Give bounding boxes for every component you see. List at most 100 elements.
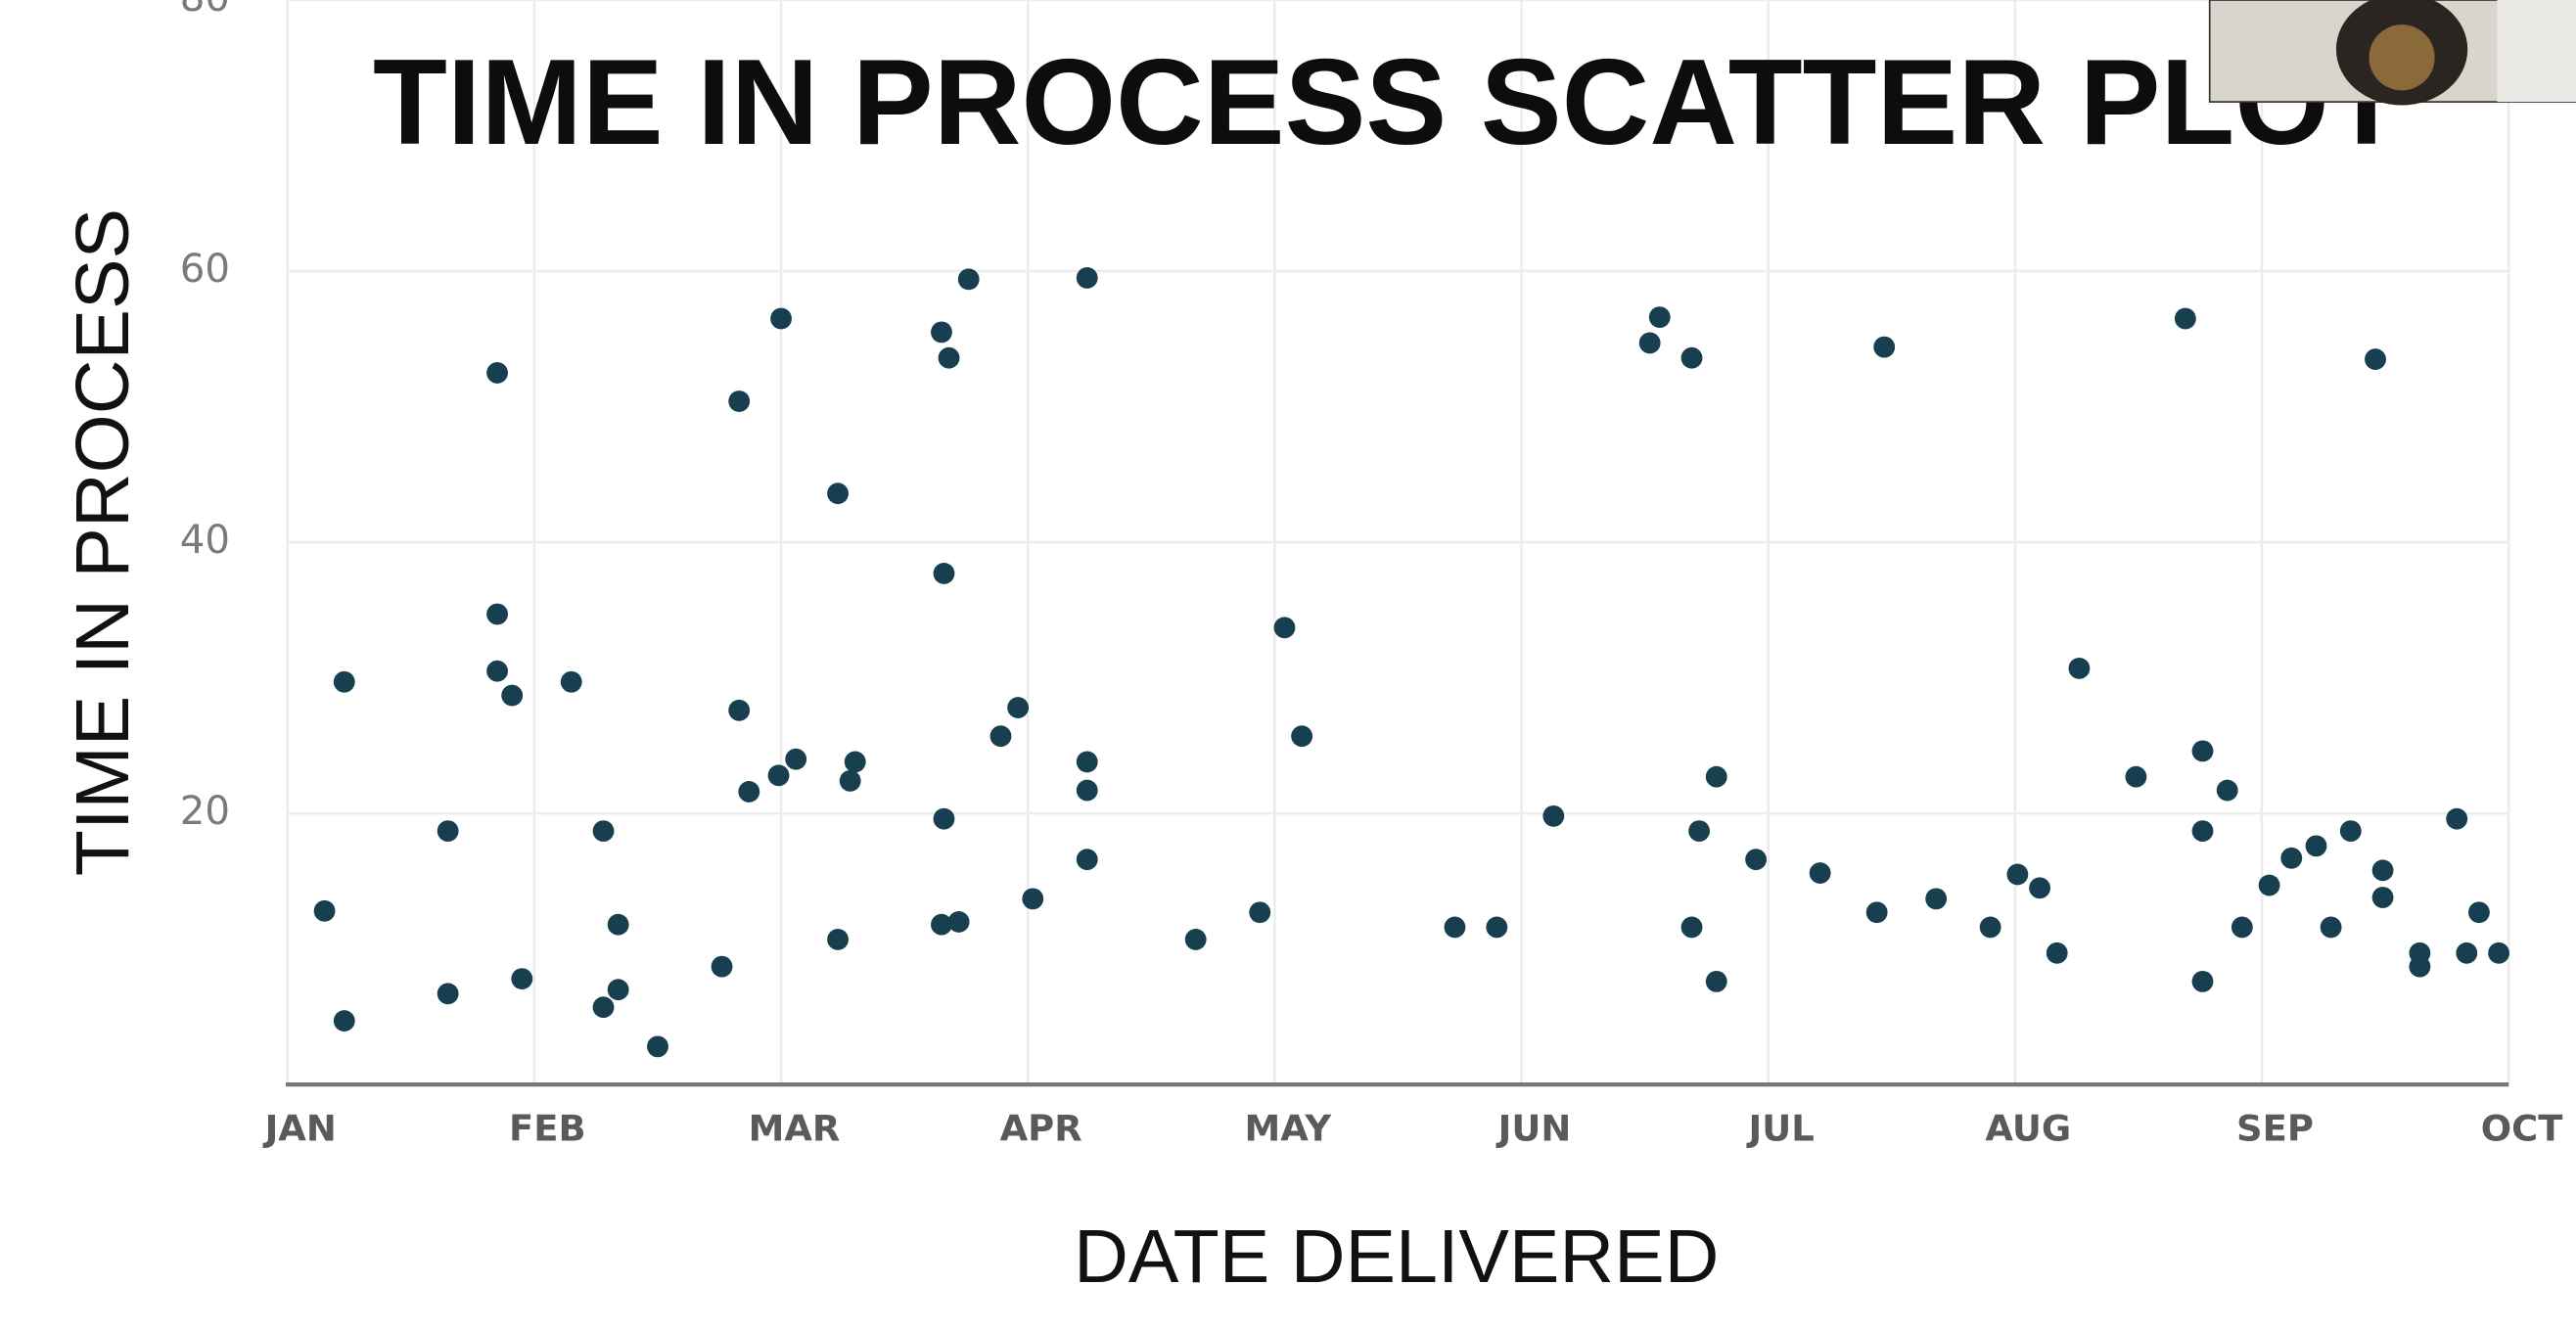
x-tick-label: OCT <box>2481 1108 2563 1150</box>
point <box>1809 862 1831 884</box>
x-tick-label: JUN <box>1495 1108 1572 1150</box>
point <box>989 725 1012 748</box>
point <box>728 390 751 412</box>
ticks: 20 40 60 80 JAN FEB MAR APR MAY JUN JUL AUG SEP OCT <box>180 0 2563 1150</box>
point <box>486 660 508 682</box>
point <box>2046 941 2068 964</box>
point <box>938 346 960 369</box>
point <box>2365 348 2386 370</box>
point <box>2258 874 2280 896</box>
point <box>933 563 955 584</box>
point <box>560 670 582 693</box>
point <box>1638 332 1661 354</box>
y-axis-label: TIME IN PROCESS <box>61 208 145 876</box>
point <box>827 482 849 505</box>
point <box>1925 888 1948 910</box>
point <box>501 684 524 707</box>
point <box>1249 901 1271 924</box>
point <box>1680 346 1703 369</box>
x-tick-label: JUL <box>1746 1108 1815 1150</box>
point <box>1007 697 1030 718</box>
point <box>2456 941 2478 964</box>
point <box>1979 916 2001 939</box>
point <box>2216 779 2238 802</box>
point <box>1542 804 1565 827</box>
point <box>486 362 508 384</box>
point <box>647 1035 668 1058</box>
point <box>1873 336 1896 358</box>
point <box>607 979 629 1001</box>
point <box>1076 267 1098 289</box>
point <box>2280 847 2303 869</box>
point <box>1291 725 1313 748</box>
point <box>2468 901 2490 924</box>
point <box>957 268 980 291</box>
point <box>1705 970 1727 992</box>
point <box>607 913 629 936</box>
point <box>728 699 751 721</box>
point <box>827 929 849 950</box>
point <box>2125 765 2147 788</box>
point <box>2191 820 2214 843</box>
point <box>2174 307 2196 330</box>
point <box>1076 751 1098 773</box>
point <box>767 764 790 787</box>
point <box>437 820 459 843</box>
point <box>1745 849 1768 871</box>
point <box>931 321 952 344</box>
point <box>1680 916 1703 939</box>
point <box>770 307 792 330</box>
point <box>1184 929 1207 950</box>
point <box>2191 740 2214 762</box>
x-tick-label: MAR <box>749 1108 841 1150</box>
x-tick-label: JAN <box>262 1108 337 1150</box>
point <box>437 983 459 1005</box>
point <box>2339 820 2362 843</box>
x-tick-label: FEB <box>509 1108 586 1150</box>
x-axis-label: DATE DELIVERED <box>1074 1215 1719 1299</box>
point <box>1273 617 1296 639</box>
y-tick-label: 40 <box>180 517 230 563</box>
point <box>511 968 533 990</box>
point <box>933 807 955 830</box>
point <box>2305 835 2327 857</box>
point <box>1648 306 1671 329</box>
point <box>333 1010 355 1032</box>
point <box>1076 849 1098 871</box>
x-tick-label: APR <box>1000 1108 1082 1150</box>
point <box>844 751 866 773</box>
point <box>592 820 615 843</box>
point <box>1486 916 1508 939</box>
point <box>2320 916 2342 939</box>
x-tick-label: AUG <box>1985 1108 2071 1150</box>
grid <box>286 0 2510 1085</box>
y-tick-label: 60 <box>180 246 230 292</box>
point <box>2006 863 2029 886</box>
point <box>333 670 355 693</box>
x-tick-label: SEP <box>2236 1108 2314 1150</box>
point <box>1076 779 1098 802</box>
point <box>785 748 807 770</box>
point <box>1865 901 1888 924</box>
point <box>2371 887 2394 908</box>
point <box>839 769 861 792</box>
y-tick-label: 80 <box>180 0 230 21</box>
chart-title: TIME IN PROCESS SCATTER PLOT <box>373 35 2404 170</box>
point <box>2068 657 2091 679</box>
point <box>592 996 615 1019</box>
point <box>738 781 760 803</box>
point <box>313 899 336 922</box>
x-tick-label: MAY <box>1245 1108 1333 1150</box>
point <box>2371 859 2394 882</box>
point <box>2409 955 2431 978</box>
point <box>486 603 508 625</box>
point <box>2029 877 2050 899</box>
y-tick-label: 20 <box>180 788 230 834</box>
webcam-overlay <box>2208 0 2576 106</box>
point <box>711 955 733 978</box>
point <box>2191 970 2214 992</box>
point <box>947 911 970 933</box>
point <box>1444 916 1466 939</box>
point <box>1705 765 1727 788</box>
